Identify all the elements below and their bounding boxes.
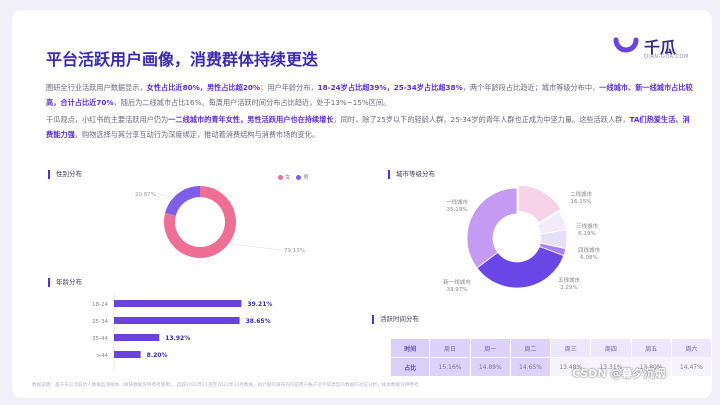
data-label: 35.19%: [447, 207, 468, 213]
table-cell: 14.47%: [670, 357, 712, 377]
table-cell: 13.80%: [630, 357, 672, 377]
table-header-cell: 周五: [630, 338, 672, 358]
active-time-table: 时间 周日 周一 周二 周三 周四 周五 周六 占比 15.16% 14.89% 14.65% 13.…: [389, 338, 712, 377]
age-section-label: 年龄分布: [48, 278, 82, 287]
summary-text: 圈研全行业活跃用户数据显示，女性占比近80%，男性占比超20%；用户年龄分布，1…: [46, 80, 696, 142]
legend-label: 四线城市: [578, 246, 601, 254]
data-label: 6.08%: [580, 255, 597, 261]
text-highlight: 一二线城市的青年女性，男性活跃用户也在持续增长: [168, 115, 334, 124]
table-header-row: 时间 周日 周一 周二 周三 周四 周五 周六: [389, 338, 712, 358]
text-highlight: 女性占比近80%，男性占比超20%: [146, 83, 261, 92]
pie-slice-0: [164, 186, 236, 258]
table-cell: 15.16%: [429, 357, 471, 377]
table-corner-cell: 时间: [389, 338, 431, 358]
text-run: ，购物选择与其分享互动行为深度绑定，推动着消费结构与消费市场的变化。: [74, 130, 320, 139]
text-run: 圈研全行业活跃用户数据显示，: [46, 83, 147, 92]
data-label: 38.65%: [246, 318, 271, 325]
bar: [114, 300, 242, 307]
table-cell: 13.31%: [590, 357, 632, 377]
table-header-cell: 周日: [429, 338, 471, 358]
logo-mark-icon: [613, 37, 639, 53]
gender-legend: 女 男: [274, 173, 309, 181]
data-label-male: 20.87%: [135, 192, 156, 198]
pie-slice-1: [476, 245, 565, 289]
data-label: 39.21%: [247, 301, 272, 308]
gender-donut-chart: 79.13% 20.87%: [135, 186, 305, 258]
table-header-cell: 周三: [550, 338, 592, 358]
bar: [114, 334, 160, 341]
footer-note: 数据说明：基于千瓜活跃达人数据监测样本（微链数据仅供参考使用）。选取2021年1…: [32, 383, 424, 388]
male-dot-icon: [296, 175, 302, 180]
data-label: 16.15%: [571, 199, 592, 205]
logo-subtext: QIAN-GUA.COM: [644, 54, 689, 60]
legend-label: 三线城市: [576, 222, 599, 230]
tick-label: >44: [96, 353, 108, 359]
active-section-label: 活跃时间分布: [372, 315, 419, 324]
gender-section-label: 性别分布: [48, 170, 82, 179]
data-label: 33.97%: [447, 287, 468, 293]
leader-line: [229, 243, 283, 251]
table-cell: 14.89%: [469, 357, 511, 377]
watermark: CSDN @暮夕沉烟: [572, 367, 666, 380]
table-cell: 13.48%: [550, 357, 592, 377]
pie-slice-0: [466, 187, 518, 269]
legend-label: 二线城市: [570, 190, 593, 198]
table-cell: 14.65%: [509, 357, 552, 377]
text-run: ，同时，除了25岁以下的轻龄人群，25-34岁的青年人群也正成为中坚力量。这些活…: [333, 115, 630, 124]
female-dot-icon: [278, 175, 283, 180]
table-row-label: 占比: [389, 357, 431, 377]
legend-label: 五线城市: [558, 276, 581, 284]
bar: [114, 351, 141, 358]
pie-slice-1: [165, 186, 200, 216]
table-row: 占比 15.16% 14.89% 14.65% 13.48% 13.31% 13.80% 14…: [389, 357, 712, 377]
city-section-label: 城市等级分布: [388, 170, 435, 179]
text-run: ；用户年龄分布，: [260, 83, 318, 92]
logo-text: 千瓜: [644, 38, 677, 57]
text-run: ，两个年龄段占比趋近；城市等级分布中，: [462, 83, 600, 92]
legend-male-label: 男: [303, 175, 309, 181]
table-header-cell: 周一: [469, 338, 511, 358]
tick-label: 18-24: [92, 302, 108, 308]
pie-slice-2: [518, 184, 562, 224]
age-bar-chart: 18-24 39.21% 25-34 38.65% 35-44 13.92% >44 8.20…: [92, 292, 272, 370]
bar: [114, 317, 240, 324]
data-label-female: 79.13%: [284, 248, 305, 254]
slide-card: 平台活跃用户画像，消费群体持续更迭 千瓜 QIAN-GUA.COM 圈研全行业活…: [12, 10, 712, 398]
summary-paragraph-2: 千瓜观点，小红书的主要活跃用户仍为一二线城市的青年女性，男性活跃用户也在持续增长…: [46, 112, 696, 142]
legend-male: 男: [296, 173, 309, 181]
data-label: 8.20%: [147, 352, 168, 359]
text-run: ，随后为二线城市占比16%。每周用户活跃时间分布占比趋近，处于13%~15%区间…: [113, 98, 391, 107]
legend-female: 女: [278, 173, 291, 181]
data-label: 6.19%: [578, 231, 595, 237]
page-title: 平台活跃用户画像，消费群体持续更迭: [46, 50, 319, 69]
text-highlight: TA们热爱生活、消费能力强: [46, 115, 690, 139]
legend-label: 一线城市: [446, 198, 469, 206]
text-run: 千瓜观点，小红书的主要活跃用户仍为: [46, 115, 169, 124]
tick-label: 35-44: [92, 336, 108, 342]
table-header-cell: 周六: [670, 338, 712, 358]
text-highlight: 18-24岁占比超39%，25-34岁占比超38%: [317, 83, 463, 92]
text-highlight: 一线城市、新一线城市占比较高，合计占比近70%: [46, 83, 693, 107]
legend-female-label: 女: [285, 175, 291, 181]
leader-line: [157, 193, 175, 199]
table-header-cell: 周二: [509, 338, 552, 358]
summary-paragraph-1: 圈研全行业活跃用户数据显示，女性占比近80%，男性占比超20%；用户年龄分布，1…: [46, 80, 696, 110]
data-label: 13.92%: [165, 335, 190, 342]
table-header-cell: 周四: [590, 338, 632, 358]
tick-label: 25-34: [92, 319, 108, 325]
data-label: 2.29%: [560, 285, 577, 291]
legend-label: 新一线城市: [443, 278, 471, 286]
brand-logo: 千瓜 QIAN-GUA.COM: [612, 32, 702, 66]
